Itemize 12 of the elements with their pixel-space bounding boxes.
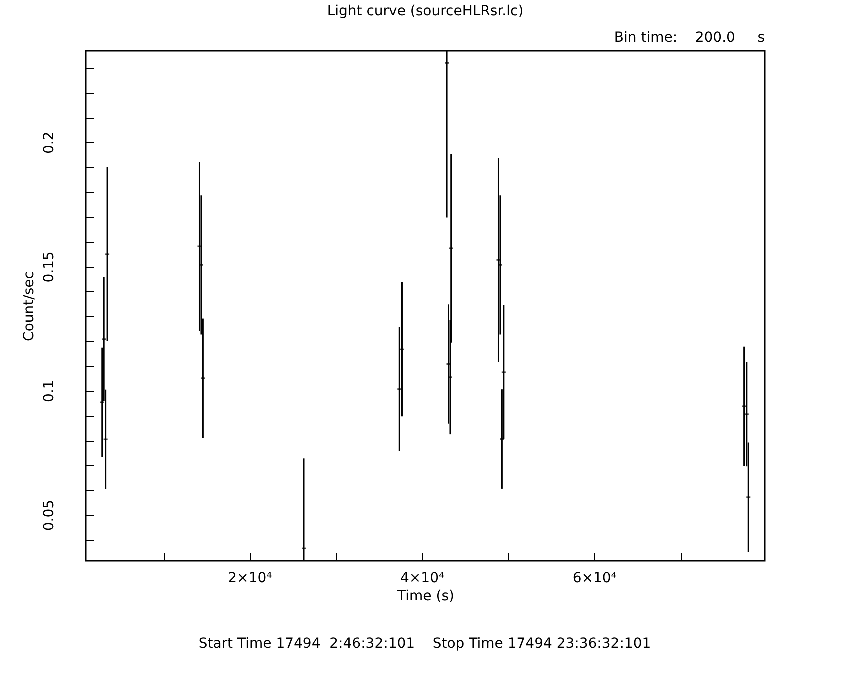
- x-axis-title: Time (s): [396, 588, 454, 604]
- chart-subtitle: Bin time: 200.0 s: [614, 30, 765, 46]
- y-tick-label: 0.2: [42, 132, 58, 154]
- y-tick-label: 0.15: [42, 252, 58, 283]
- y-tick-label: 0.05: [42, 500, 58, 532]
- text: Start Time 17494 2:46:32:101 Stop Time 17494 23:36:32:101: [198, 636, 652, 652]
- y-tick-label: 0.1: [42, 380, 58, 402]
- x-tick-label: 2×10⁴: [228, 570, 273, 586]
- x-tick-label: 6×10⁴: [572, 570, 618, 586]
- chart-title: Light curve (sourceHLRsr.lc): [327, 3, 524, 20]
- y-axis-title: Count/sec: [22, 272, 38, 342]
- x-tick-label: 4×10⁴: [400, 570, 445, 586]
